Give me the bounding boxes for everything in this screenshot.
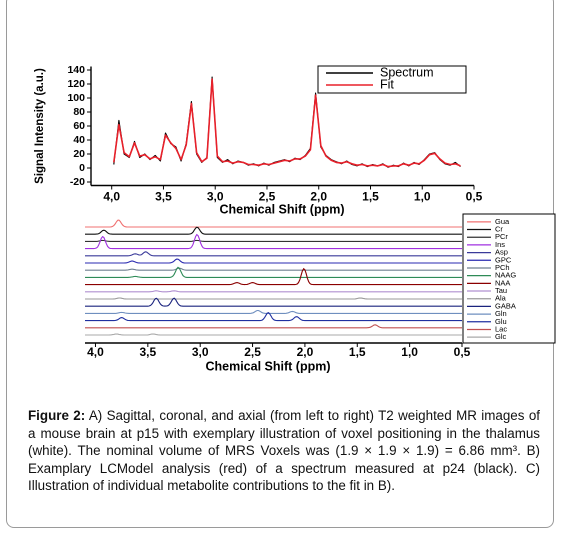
metabolite-trace xyxy=(85,297,462,307)
metabolite-trace xyxy=(85,297,462,300)
y-tick-label: 60 xyxy=(73,120,85,132)
metabolite-trace xyxy=(85,251,462,257)
legend-label: Tau xyxy=(495,286,507,295)
legend-box xyxy=(317,65,467,94)
y-tick-label: -20 xyxy=(70,176,85,188)
x-tick-label: 1,5 xyxy=(362,190,379,204)
legend-label: Lac xyxy=(495,324,507,333)
chart: Chemical Shift (ppm) Signal Intensity (a… xyxy=(34,64,556,373)
legend-label: NAAG xyxy=(495,271,516,280)
legend-label: Cr xyxy=(495,225,503,234)
y-tick-label: 80 xyxy=(73,106,85,118)
y-tick-label: 0 xyxy=(79,162,85,174)
x-tick-label: 0,5 xyxy=(466,190,483,204)
legend-label: Ala xyxy=(495,294,507,303)
x-tick-label: 3,0 xyxy=(192,345,209,359)
metabolite-trace xyxy=(85,333,462,336)
series-line xyxy=(113,78,461,168)
x-tick-label: 4,0 xyxy=(87,345,104,359)
y-tick-label: 100 xyxy=(67,92,85,104)
metabolite-trace xyxy=(85,311,462,322)
metabolite-trace xyxy=(85,267,462,271)
metabolite-trace xyxy=(85,309,462,314)
caption-text: A) Sagittal, coronal, and axial (from le… xyxy=(28,408,540,494)
metabolite-trace xyxy=(85,267,462,286)
y-tick-label: 120 xyxy=(67,78,85,90)
metabolite-trace xyxy=(85,266,462,278)
legend-label: Fit xyxy=(380,77,394,91)
metabolite-trace xyxy=(85,239,462,242)
legend-label: NAA xyxy=(495,278,510,287)
x-tick-label: 1,5 xyxy=(349,345,366,359)
x-tick-label: 0,5 xyxy=(454,345,471,359)
x-tick-label: 2,5 xyxy=(244,345,261,359)
x-tick-label: 3,5 xyxy=(139,345,156,359)
x-axis-label: Chemical Shift (ppm) xyxy=(205,359,330,373)
legend-label: PCh xyxy=(495,263,510,272)
legend-label: Gua xyxy=(495,217,510,226)
metabolite-trace xyxy=(85,226,462,235)
y-tick-label: 40 xyxy=(73,134,85,146)
metabolite-trace xyxy=(85,219,462,228)
caption: Figure 2: A) Sagittal, coronal, and axia… xyxy=(28,407,540,495)
y-axis-label: Signal Intensity (a.u.) xyxy=(34,68,46,184)
x-tick-label: 3,5 xyxy=(155,190,172,204)
legend-label: Asp xyxy=(495,248,508,257)
metabolite-trace xyxy=(85,324,462,329)
x-tick-label: 1,0 xyxy=(414,190,431,204)
y-tick-label: 20 xyxy=(73,148,85,160)
legend-label: Glc xyxy=(495,332,507,341)
legend-label: Glu xyxy=(495,317,507,326)
x-tick-label: 1,0 xyxy=(401,345,418,359)
x-tick-label: 2,0 xyxy=(310,190,327,204)
x-tick-label: 3,0 xyxy=(207,190,224,204)
x-tick-label: 2,5 xyxy=(259,190,276,204)
legend-label: PCr xyxy=(495,232,508,241)
legend-label: GPC xyxy=(495,255,512,264)
y-tick-label: 140 xyxy=(67,64,85,76)
metabolite-trace xyxy=(85,233,462,250)
metabolite-trace xyxy=(85,290,462,293)
legend-label: Ins xyxy=(495,240,505,249)
legend-label: Spectrum xyxy=(380,65,434,79)
legend-label: GABA xyxy=(495,301,516,310)
x-tick-label: 4,0 xyxy=(103,190,120,204)
x-axis-label: Chemical Shift (ppm) xyxy=(219,202,344,216)
legend-label: Gln xyxy=(495,309,507,318)
caption-label: Figure 2: xyxy=(28,408,86,423)
metabolite-trace xyxy=(85,258,462,264)
x-tick-label: 2,0 xyxy=(297,345,314,359)
